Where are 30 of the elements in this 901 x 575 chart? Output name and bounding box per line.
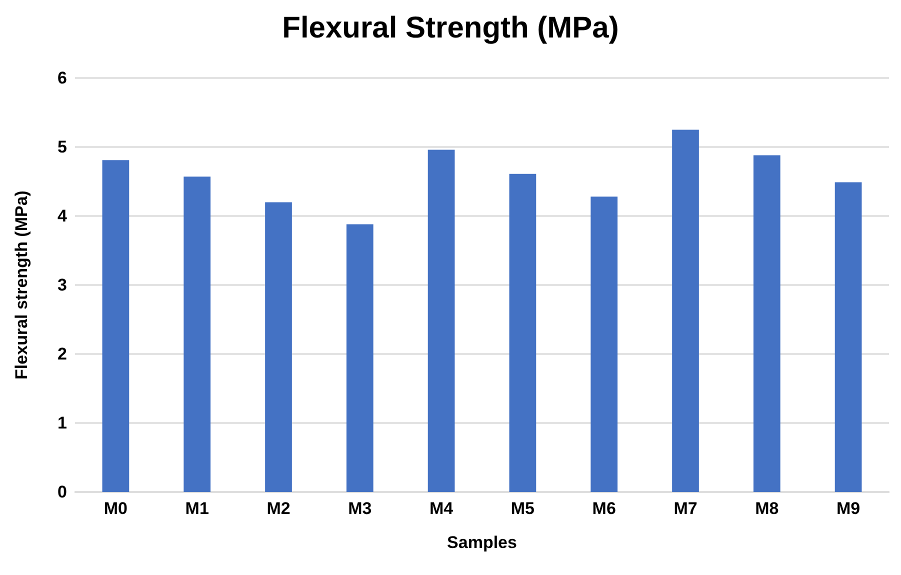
bar xyxy=(102,160,130,492)
y-tick-label: 2 xyxy=(58,344,67,364)
x-tick-label: M6 xyxy=(592,499,616,518)
x-tick-label: M2 xyxy=(266,499,290,518)
bar xyxy=(590,196,618,492)
bar xyxy=(265,202,292,492)
x-tick-label: M0 xyxy=(104,499,128,518)
x-tick-label: M3 xyxy=(348,499,372,518)
y-tick-label: 1 xyxy=(58,414,67,432)
chart-title: Flexural Strength (MPa) xyxy=(282,12,619,44)
bar xyxy=(834,182,862,492)
y-tick-label: 6 xyxy=(58,68,67,88)
y-tick-label: 5 xyxy=(58,138,67,156)
x-tick-label: M7 xyxy=(674,499,698,518)
bar xyxy=(184,176,211,492)
y-tick-label: 0 xyxy=(58,482,67,502)
x-tick-label: M8 xyxy=(755,499,779,518)
x-tick-label: M4 xyxy=(429,499,454,518)
bar xyxy=(346,224,374,492)
bar xyxy=(509,174,536,492)
y-tick-label: 4 xyxy=(58,206,68,226)
y-axis-title: Flexural strength (MPa) xyxy=(12,190,31,380)
x-tick-label: M5 xyxy=(510,499,535,518)
bar xyxy=(672,130,699,492)
bar xyxy=(428,150,455,492)
x-axis-title: Samples xyxy=(447,533,517,552)
x-tick-label: M9 xyxy=(836,499,860,518)
y-tick-label: 3 xyxy=(58,276,67,294)
bar xyxy=(753,155,780,492)
x-tick-label: M1 xyxy=(185,499,209,518)
